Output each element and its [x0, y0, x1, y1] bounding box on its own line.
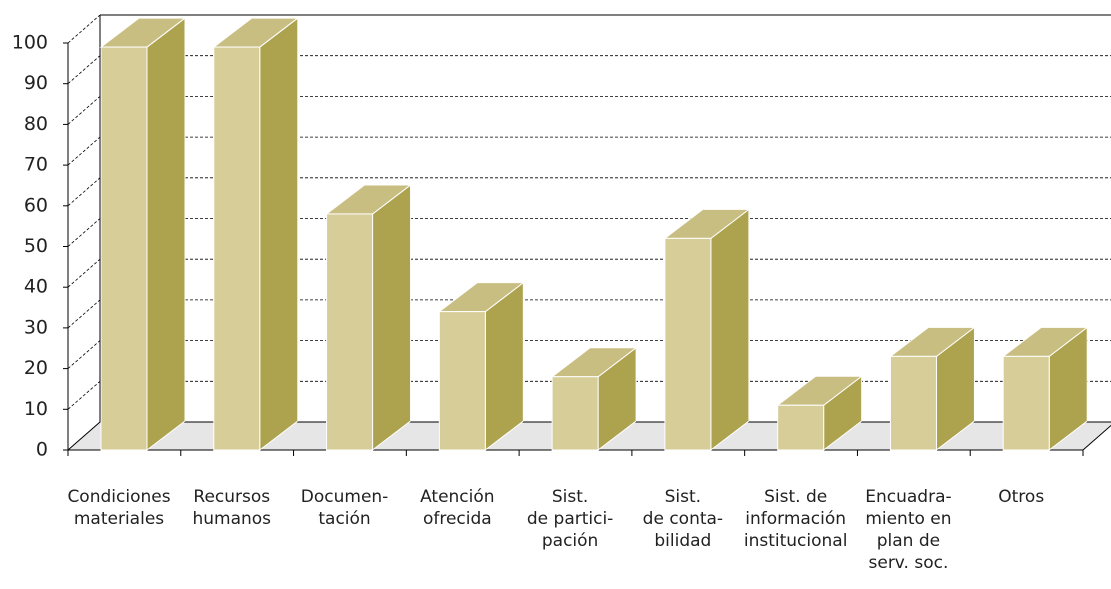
- y-tick-label: 30: [24, 316, 48, 338]
- bar: [776, 375, 864, 452]
- bar-front: [664, 237, 712, 451]
- bar-front: [777, 404, 825, 451]
- y-tick-label: 50: [24, 235, 48, 257]
- y-tick-label: 40: [24, 276, 48, 298]
- y-tick-label: 80: [24, 113, 48, 135]
- y-tick-label: 0: [36, 439, 48, 461]
- bar: [663, 208, 751, 452]
- bar-side: [259, 17, 299, 452]
- x-tick-label: Sist. de conta- bilidad: [642, 487, 724, 551]
- grid-line: [67, 177, 101, 207]
- bar-side: [146, 17, 186, 452]
- x-tick-label: Atención ofrecida: [420, 487, 495, 529]
- bar: [325, 183, 413, 452]
- grid-line: [67, 96, 101, 125]
- bar-front: [100, 46, 148, 451]
- bar-side: [710, 208, 750, 452]
- bar: [550, 346, 638, 452]
- grid-line: [67, 55, 101, 85]
- grid-line: [67, 218, 101, 247]
- grid-line: [67, 380, 101, 410]
- grid-line: [67, 14, 101, 44]
- bar-front: [438, 311, 486, 451]
- grid-line: [67, 299, 101, 329]
- y-tick-label: 100: [12, 32, 48, 54]
- y-tick-label: 20: [24, 357, 48, 379]
- grid-line: [67, 340, 101, 369]
- x-tick-label: Sist. de partici- pación: [526, 487, 614, 551]
- bar-front: [1002, 355, 1050, 451]
- x-tick-label: Recursos humanos: [192, 487, 272, 529]
- x-tick-label: Encuadra- miento en plan de serv. soc.: [865, 487, 952, 573]
- bar: [437, 281, 525, 452]
- bar-front: [213, 46, 261, 451]
- bar-front: [889, 355, 937, 451]
- x-tick-label: Sist. de información institucional: [743, 487, 848, 551]
- bar-front: [551, 376, 599, 451]
- grid-line: [67, 258, 101, 288]
- grid-line: [67, 136, 101, 166]
- bar-front: [326, 213, 374, 451]
- bar: [212, 17, 300, 452]
- x-tick-label: Otros: [998, 487, 1045, 507]
- bar: [1001, 326, 1089, 452]
- y-tick-label: 90: [24, 72, 48, 94]
- y-tick-label: 10: [24, 398, 48, 420]
- x-tick-label: Condiciones materiales: [67, 487, 171, 529]
- x-tick-label: Documen- tación: [300, 487, 389, 529]
- y-tick-label: 60: [24, 194, 48, 216]
- bar: [888, 326, 976, 452]
- bar-side: [372, 183, 412, 452]
- y-tick-label: 70: [24, 154, 48, 176]
- bar: [99, 17, 187, 452]
